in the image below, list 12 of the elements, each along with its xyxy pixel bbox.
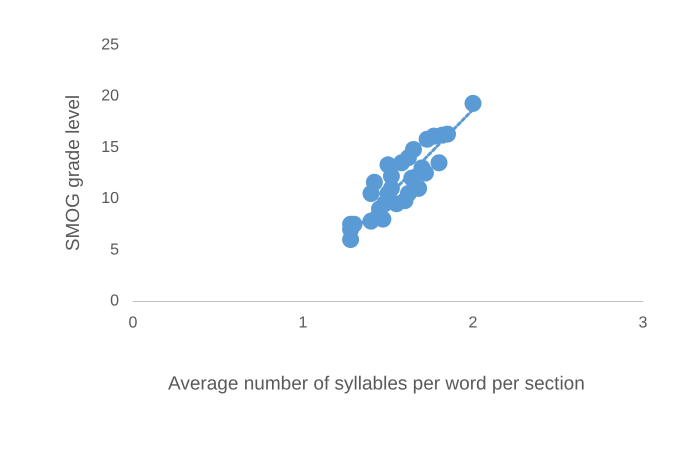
y-tick-label: 20 (101, 88, 120, 105)
x-tick-label: 1 (298, 314, 308, 332)
x-axis-title: Average number of syllables per word per section (168, 374, 585, 394)
y-tick-label: 5 (110, 241, 120, 258)
y-tick-label: 0 (110, 292, 120, 310)
x-tick-label: 2 (468, 314, 478, 332)
y-tick-label: 25 (101, 36, 120, 54)
y-tick-label: 10 (101, 190, 120, 208)
x-tick-label: 3 (638, 314, 648, 332)
y-tick-label: 15 (101, 138, 120, 156)
x-tick-label: 0 (128, 314, 138, 332)
y-axis-title: SMOG grade level (63, 94, 84, 252)
